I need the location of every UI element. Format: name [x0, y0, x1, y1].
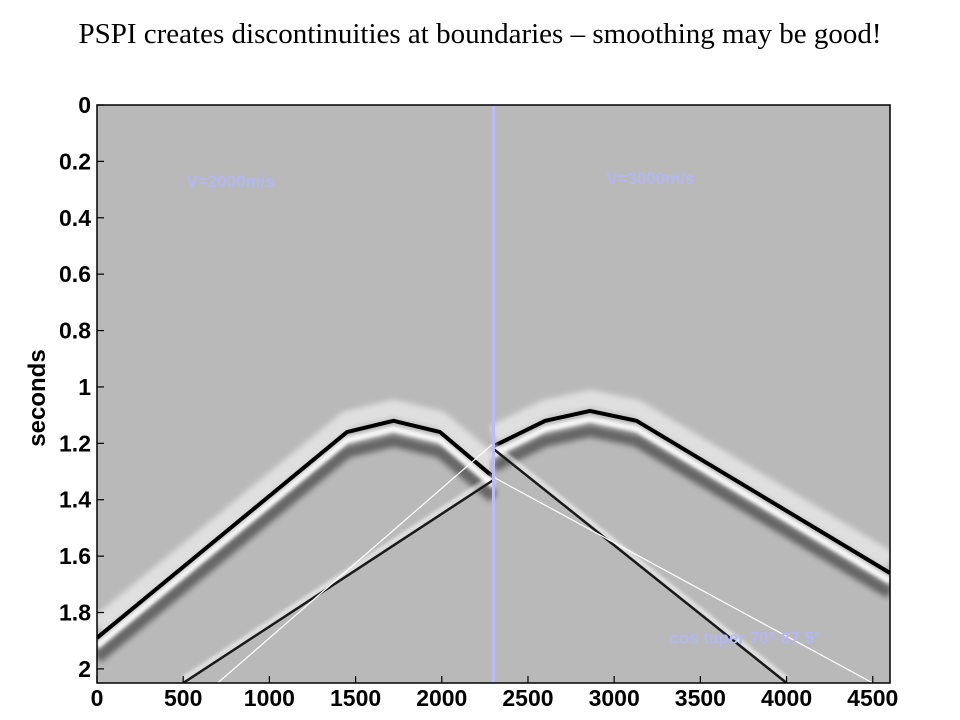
x-tick-label: 2000 — [416, 685, 467, 711]
y-tick-label: 2 — [78, 656, 91, 682]
event-halo — [489, 389, 890, 569]
x-tick-label: 0 — [91, 685, 104, 711]
slide-title: PSPI creates discontinuities at boundari… — [78, 18, 882, 50]
annotation-2: V=3000m/s — [606, 169, 694, 188]
event-wavelet — [492, 448, 788, 683]
annotation-1: V=2000m/s — [186, 172, 274, 191]
y-tick-label: 0.2 — [59, 148, 91, 174]
x-tick-label: 1000 — [244, 685, 295, 711]
y-tick-label: 1.2 — [59, 430, 91, 456]
event-wavelet — [97, 418, 495, 640]
plot-content: V=2000m/s V=3000m/s cos taper 70°-87.5° — [97, 105, 890, 683]
y-tick-label: 0.6 — [59, 261, 91, 287]
event-halo — [97, 399, 500, 633]
x-tick-label: 3000 — [589, 685, 640, 711]
left-hyperbola-event — [97, 399, 500, 663]
y-tick-label: 0.4 — [59, 205, 91, 231]
event-white-lobe — [492, 415, 890, 584]
taper-line-1 — [217, 442, 494, 683]
y-tick-label: 0.8 — [59, 318, 91, 344]
y-tick-label: 1 — [78, 374, 91, 400]
y-tick-label: 0 — [78, 92, 91, 118]
event-sidelobe — [97, 434, 498, 663]
plot-frame — [96, 104, 891, 684]
y-tick-label: 1.6 — [59, 543, 91, 569]
x-tick-label: 4500 — [847, 685, 898, 711]
y-tick-label: 1.8 — [59, 600, 91, 626]
y-tick-label: 1.4 — [59, 487, 91, 513]
axis-ticks: 0 500 1000 1500 2000 2500 3000 3500 4000 4500 0 0.2… — [59, 92, 898, 711]
x-tick-label: 500 — [164, 685, 202, 711]
x-tick-label: 2500 — [502, 685, 553, 711]
x-tick-label: 3500 — [675, 685, 726, 711]
event-white-lobe — [97, 425, 496, 649]
event-white-lobe — [491, 443, 789, 681]
x-tick-label: 1500 — [330, 685, 381, 711]
x-tick-label: 4000 — [761, 685, 812, 711]
taper-line-2 — [493, 476, 874, 683]
annotation-3: cos taper 70°-87.5° — [669, 629, 821, 648]
right-transmitted-event — [491, 443, 789, 683]
right-hyperbola-event — [489, 389, 890, 599]
event-wavelet — [492, 408, 890, 575]
event-sidelobe — [490, 424, 890, 599]
y-axis-label: seconds — [24, 349, 51, 446]
event-wavelet — [182, 478, 495, 683]
